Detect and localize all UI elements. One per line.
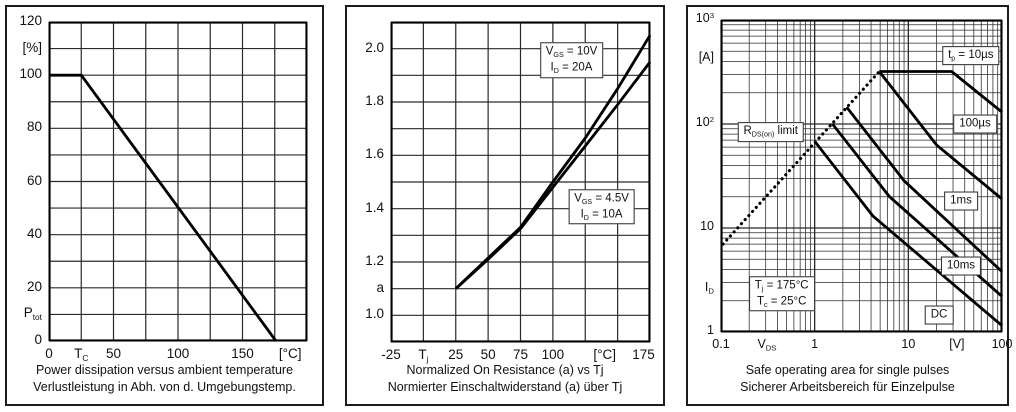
x-tick-label: 150 bbox=[231, 346, 254, 361]
tp-10ms-label: 10ms bbox=[940, 256, 982, 276]
y-tick-label: Ptot bbox=[23, 305, 42, 323]
chart-panel-power-derating: Power dissipation versus ambient tempera… bbox=[5, 5, 324, 406]
tp-10us-label: tp = 10µs bbox=[942, 45, 1000, 66]
y-tick-label: 60 bbox=[26, 172, 42, 188]
y-tick-label: 100 bbox=[19, 66, 42, 82]
x-tick-label: 25 bbox=[448, 347, 464, 362]
rdson-limit-line bbox=[721, 69, 881, 246]
y-tick-label: [%] bbox=[22, 39, 42, 55]
vgs10-condition-box: VGS = 10V ID = 20A bbox=[539, 42, 604, 78]
y-tick-label: 103 bbox=[695, 11, 714, 25]
x-tick-label: -25 bbox=[381, 347, 401, 362]
rdson-vgs45-id10-curve bbox=[454, 61, 652, 290]
y-tick-label: 80 bbox=[26, 119, 42, 135]
chart-panel-normalized-rdson: Normalized On Resistance (a) vs Tj Normi… bbox=[345, 5, 665, 406]
x-tick-label: 50 bbox=[480, 347, 496, 362]
x-tick-label: 75 bbox=[512, 347, 529, 362]
soa-100us-line bbox=[878, 70, 1003, 201]
caption-line-de: Verlustleistung in Abh. von d. Umgebungs… bbox=[33, 380, 296, 395]
x-tick-label: TC bbox=[74, 346, 89, 363]
y-tick-label: 10 bbox=[700, 219, 714, 233]
caption-line-en: Power dissipation versus ambient tempera… bbox=[35, 362, 294, 377]
chart-panel-soa: Safe operating area for single pulses Si… bbox=[686, 5, 1012, 406]
tp-100us-label: 100µs bbox=[953, 114, 997, 134]
caption-line-de: Sicherer Arbeitsbereich für Einzelpulse bbox=[740, 380, 955, 395]
y-tick-label: 0 bbox=[34, 332, 42, 347]
y-tick-label: 102 bbox=[695, 115, 714, 129]
chart-caption: Safe operating area for single pulses Si… bbox=[688, 362, 1007, 398]
y-tick-label: 2.0 bbox=[365, 39, 384, 55]
y-tick-label: a bbox=[376, 279, 384, 295]
x-tick-label: 50 bbox=[105, 346, 122, 361]
normalized-on-resistance-plot bbox=[390, 21, 652, 343]
x-tick-label: 0.1 bbox=[712, 337, 730, 351]
safe-operating-area-plot bbox=[720, 19, 1003, 333]
x-tick-label: 100 bbox=[991, 337, 1013, 351]
test-condition-box: Tj = 175°C Tc = 25°C bbox=[748, 276, 815, 312]
x-tick-label: Tj bbox=[418, 347, 429, 364]
y-tick-label: 1.0 bbox=[365, 306, 384, 322]
soa-1ms-line bbox=[845, 106, 1003, 273]
y-tick-label: 1.4 bbox=[365, 199, 384, 215]
y-tick-label: ID bbox=[704, 279, 714, 296]
rdson-limit-label: RDS(on) limit bbox=[737, 122, 804, 142]
chart-caption: Normalized On Resistance (a) vs Tj Normi… bbox=[347, 362, 663, 398]
y-tick-label: 1 bbox=[707, 323, 714, 337]
y-tick-label: 20 bbox=[26, 278, 42, 294]
dc-label: DC bbox=[924, 305, 954, 325]
x-tick-label: 100 bbox=[166, 346, 190, 361]
x-tick-label: 10 bbox=[901, 337, 916, 351]
caption-line-en: Safe operating area for single pulses bbox=[745, 362, 950, 377]
x-tick-label: 0 bbox=[45, 346, 53, 361]
x-tick-label: [V] bbox=[949, 337, 965, 351]
y-tick-label: 120 bbox=[19, 13, 42, 28]
y-tick-label: 1.8 bbox=[365, 93, 384, 108]
ptot-derating-curve bbox=[49, 73, 278, 342]
tp-1ms-label: 1ms bbox=[944, 191, 978, 211]
soa-10us-line bbox=[879, 70, 1003, 114]
x-tick-label: [°C] bbox=[278, 346, 302, 361]
caption-line-de: Normierter Einschaltwiderstand (a) über … bbox=[387, 380, 623, 395]
chart-caption: Power dissipation versus ambient tempera… bbox=[7, 362, 322, 398]
x-tick-label: [°C] bbox=[593, 347, 616, 362]
x-tick-label: 175 bbox=[632, 347, 655, 362]
vgs45-condition-box: VGS = 4.5V ID = 10A bbox=[568, 189, 635, 225]
x-tick-label: VDS bbox=[757, 337, 777, 353]
y-tick-label: 40 bbox=[26, 225, 42, 241]
y-tick-label: 1.2 bbox=[365, 253, 384, 268]
power-derating-plot bbox=[48, 21, 308, 342]
y-tick-label: [A] bbox=[698, 50, 714, 65]
caption-line-en: Normalized On Resistance (a) vs Tj bbox=[406, 362, 604, 377]
x-tick-label: 1 bbox=[811, 337, 819, 351]
x-tick-label: 100 bbox=[541, 347, 565, 362]
soa-dc-line bbox=[814, 141, 1003, 327]
y-tick-label: 1.6 bbox=[365, 146, 384, 162]
